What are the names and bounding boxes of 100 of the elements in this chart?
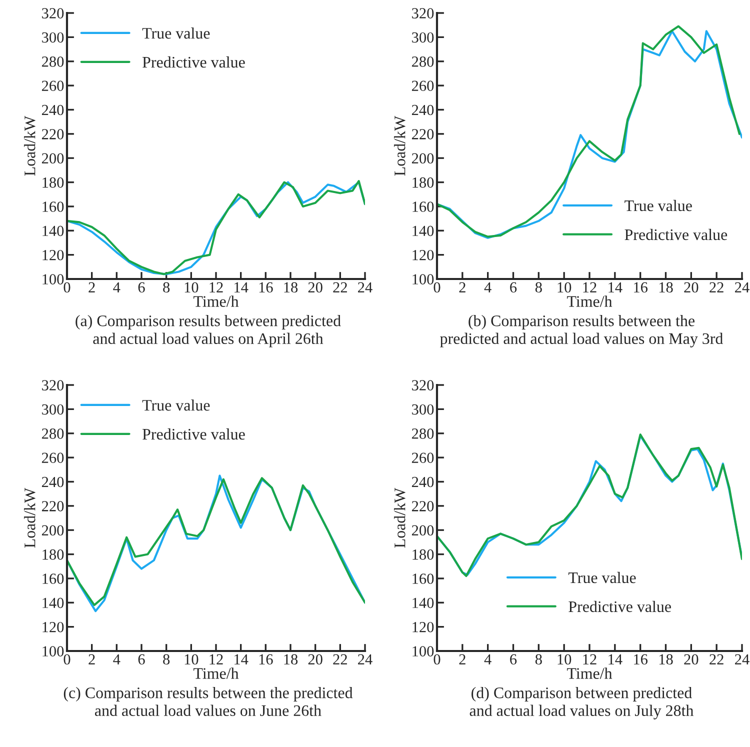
y-tick-label: 200 bbox=[412, 153, 434, 164]
x-tick-label: 8 bbox=[535, 282, 542, 293]
y-tick-label: 100 bbox=[42, 646, 64, 656]
legend-label: True value bbox=[568, 572, 636, 584]
x-tick-label: 22 bbox=[333, 282, 347, 292]
y-tick-label: 240 bbox=[412, 104, 434, 116]
x-tick-label: 24 bbox=[358, 654, 372, 664]
y-tick-label: 260 bbox=[412, 452, 434, 463]
x-tick-label: 6 bbox=[138, 282, 145, 293]
x-tick-label: 4 bbox=[484, 282, 492, 292]
y-tick-label: 140 bbox=[42, 598, 64, 608]
x-tick-label: 12 bbox=[583, 654, 596, 664]
y-tick-label: 100 bbox=[42, 274, 64, 284]
x-axis-title: Time/h bbox=[567, 296, 612, 307]
y-tick-label: 280 bbox=[412, 56, 434, 67]
y-tick-label: 140 bbox=[412, 598, 434, 608]
x-tick-label: 4 bbox=[113, 654, 120, 664]
x-tick-label: 14 bbox=[608, 654, 622, 664]
x-tick-label: 12 bbox=[583, 282, 596, 292]
y-tick-label: 120 bbox=[412, 622, 434, 632]
y-tick-label: 220 bbox=[42, 501, 64, 512]
x-tick-label: 24 bbox=[358, 282, 372, 292]
x-tick-label: 22 bbox=[333, 654, 347, 664]
x-tick-label: 8 bbox=[163, 282, 170, 293]
y-tick-label: 140 bbox=[412, 226, 434, 236]
legend-label: Predictive value bbox=[568, 600, 671, 612]
x-tick-label: 0 bbox=[64, 282, 70, 293]
x-tick-label: 6 bbox=[510, 282, 517, 293]
text: (b) Comparison results between the predicted and actual load values on May 3rd bbox=[440, 315, 724, 348]
text: (d) Comparison between predicted and actual load values on July 28th bbox=[470, 687, 694, 720]
y-tick-label: 180 bbox=[412, 549, 434, 560]
x-tick-label: 20 bbox=[684, 654, 698, 665]
y-tick-label: 240 bbox=[42, 104, 64, 116]
y-tick-label: 140 bbox=[42, 226, 64, 236]
x-axis-title: Time/h bbox=[194, 668, 239, 679]
x-tick-label: 22 bbox=[710, 654, 724, 664]
y-tick-label: 220 bbox=[412, 501, 434, 512]
x-tick-label: 12 bbox=[210, 654, 223, 664]
x-tick-label: 14 bbox=[234, 654, 248, 664]
x-tick-label: 22 bbox=[710, 282, 724, 292]
legend-label: Predictive value bbox=[624, 228, 728, 240]
y-tick-label: 120 bbox=[42, 250, 64, 260]
y-tick-label: 300 bbox=[412, 404, 434, 415]
y-tick-label: 120 bbox=[42, 622, 64, 632]
y-tick-label: 260 bbox=[42, 452, 64, 463]
y-tick-label: 300 bbox=[42, 32, 64, 43]
y-axis-title: Load/kW bbox=[394, 116, 406, 176]
y-tick-label: 240 bbox=[42, 476, 64, 488]
y-tick-label: 280 bbox=[412, 428, 434, 439]
x-tick-label: 2 bbox=[459, 282, 466, 292]
x-tick-label: 10 bbox=[184, 282, 198, 293]
y-tick-label: 240 bbox=[412, 476, 434, 488]
x-tick-label: 6 bbox=[138, 654, 145, 665]
y-tick-label: 100 bbox=[412, 646, 434, 656]
x-tick-label: 18 bbox=[659, 282, 673, 293]
x-tick-label: 20 bbox=[308, 282, 322, 293]
x-tick-label: 24 bbox=[735, 654, 750, 664]
x-tick-label: 20 bbox=[684, 282, 698, 293]
x-tick-label: 0 bbox=[434, 282, 440, 293]
x-tick-label: 8 bbox=[535, 654, 542, 665]
y-tick-label: 180 bbox=[42, 177, 64, 188]
x-tick-label: 2 bbox=[88, 282, 95, 292]
y-tick-label: 320 bbox=[42, 380, 64, 390]
x-tick-label: 16 bbox=[259, 654, 273, 665]
y-tick-label: 180 bbox=[412, 177, 434, 188]
x-tick-label: 6 bbox=[510, 654, 517, 665]
x-tick-label: 2 bbox=[88, 654, 95, 664]
y-tick-label: 300 bbox=[412, 32, 434, 43]
y-tick-label: 260 bbox=[412, 80, 434, 91]
x-tick-label: 0 bbox=[434, 654, 440, 665]
x-tick-label: 16 bbox=[259, 282, 273, 293]
x-tick-label: 20 bbox=[308, 654, 322, 665]
y-axis-title: Load/kW bbox=[394, 488, 406, 548]
y-tick-label: 160 bbox=[412, 574, 434, 584]
x-tick-label: 2 bbox=[459, 654, 466, 664]
legend-label: True value bbox=[624, 200, 692, 212]
x-tick-label: 8 bbox=[163, 654, 170, 665]
legend-label: Predictive value bbox=[142, 56, 245, 68]
x-axis-title: Time/h bbox=[567, 668, 612, 679]
x-tick-label: 12 bbox=[210, 282, 223, 292]
y-tick-label: 200 bbox=[412, 525, 434, 536]
legend-label: True value bbox=[142, 27, 210, 39]
x-tick-label: 18 bbox=[284, 654, 298, 665]
y-tick-label: 320 bbox=[42, 8, 64, 18]
y-tick-label: 320 bbox=[412, 380, 434, 390]
legend-label: True value bbox=[142, 399, 210, 411]
x-tick-label: 10 bbox=[558, 654, 572, 665]
y-tick-label: 260 bbox=[42, 80, 64, 91]
x-tick-label: 16 bbox=[634, 654, 648, 665]
text: (a) Comparison results between predicted and actual load values on April 26th bbox=[76, 315, 341, 348]
y-tick-label: 160 bbox=[42, 574, 64, 584]
y-tick-label: 100 bbox=[412, 274, 434, 284]
y-tick-label: 280 bbox=[42, 56, 64, 67]
x-tick-label: 14 bbox=[234, 282, 248, 292]
x-tick-label: 24 bbox=[735, 282, 750, 292]
x-tick-label: 18 bbox=[659, 654, 673, 665]
y-tick-label: 220 bbox=[42, 129, 64, 140]
y-tick-label: 160 bbox=[42, 202, 64, 212]
text: (c) Comparison results between the predicted and actual load values on June 26th bbox=[64, 687, 353, 716]
x-tick-label: 16 bbox=[634, 282, 648, 293]
